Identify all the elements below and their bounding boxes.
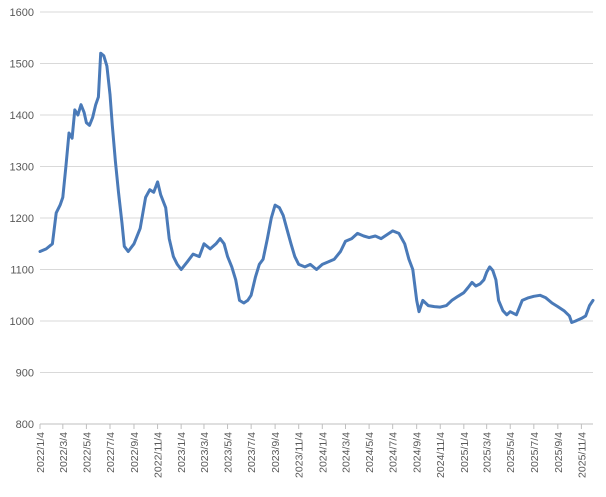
x-tick-label: 2023/9/4 <box>270 432 282 473</box>
y-tick-label: 800 <box>16 419 34 431</box>
y-tick-label: 1400 <box>10 110 34 122</box>
axes <box>39 423 593 429</box>
x-tick-label: 2022/3/4 <box>58 432 70 473</box>
x-tick-label: 2025/11/4 <box>576 432 588 478</box>
x-tick-label: 2024/9/4 <box>412 432 424 473</box>
x-tick-label: 2024/1/4 <box>317 432 329 473</box>
x-tick-label: 2023/11/4 <box>294 432 306 478</box>
x-tick-label: 2025/1/4 <box>459 432 471 473</box>
y-tick-label: 1600 <box>10 7 34 19</box>
y-tick-label: 900 <box>16 368 34 380</box>
x-tick-label: 2022/7/4 <box>105 432 117 473</box>
x-tick-label: 2023/7/4 <box>246 432 258 473</box>
x-tick-label: 2024/5/4 <box>364 432 376 473</box>
x-tick-label: 2025/5/4 <box>505 432 517 473</box>
y-tick-label: 1500 <box>10 59 34 71</box>
y-tick-labels: 800 900 1000 1100 1200 1300 1400 1500 1600 <box>10 7 34 431</box>
x-tick-label: 2025/3/4 <box>482 432 494 473</box>
x-tick-label: 2023/5/4 <box>223 432 235 473</box>
x-tick-label: 2022/11/4 <box>153 432 165 478</box>
y-tick-label: 1100 <box>10 265 34 277</box>
x-tick-label: 2024/7/4 <box>388 432 400 473</box>
series-line <box>38 51 595 324</box>
x-tick-labels: 2022/1/4 2022/3/4 2022/5/4 2022/7/4 2022/9/4… <box>35 432 588 478</box>
x-tick-label: 2023/3/4 <box>199 432 211 473</box>
x-tick-label: 2025/9/4 <box>553 432 565 473</box>
series <box>38 51 595 324</box>
x-tick-label: 2024/11/4 <box>435 432 447 478</box>
x-tick-label: 2022/1/4 <box>35 432 47 473</box>
y-tick-label: 1200 <box>10 213 34 225</box>
x-tick-label: 2022/5/4 <box>81 432 93 473</box>
y-tick-label: 1000 <box>10 316 34 328</box>
x-tick-label: 2023/1/4 <box>176 432 188 473</box>
x-tick-label: 2022/9/4 <box>129 432 141 473</box>
x-tick-label: 2024/3/4 <box>341 432 353 473</box>
x-tick-label: 2025/7/4 <box>529 432 541 473</box>
y-tick-label: 1300 <box>10 162 34 174</box>
